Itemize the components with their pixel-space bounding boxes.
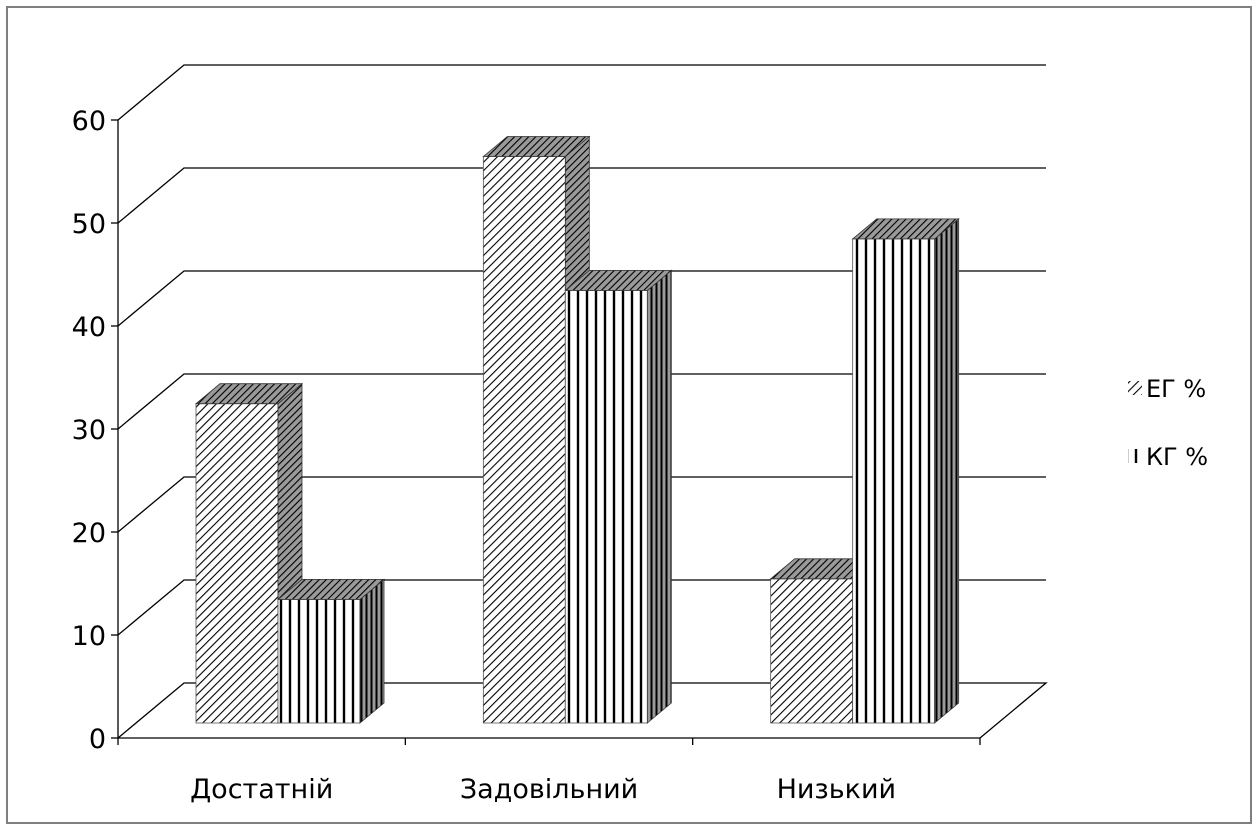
bar-kg-2 bbox=[564, 269, 673, 724]
legend-item-2: КГ % bbox=[1128, 443, 1208, 471]
bar-front-face bbox=[852, 238, 936, 724]
y-tick-label: 40 bbox=[72, 312, 106, 343]
bar-side-face bbox=[934, 218, 960, 724]
legend-label: ЕГ % bbox=[1146, 375, 1206, 403]
bar-top-face bbox=[276, 579, 386, 600]
bar-front-face bbox=[482, 156, 566, 724]
bar-front-face bbox=[564, 289, 648, 724]
gridline bbox=[117, 167, 1046, 224]
y-tick-label: 30 bbox=[72, 415, 106, 446]
bar-side-face bbox=[646, 269, 672, 724]
gridlines bbox=[117, 64, 1046, 636]
y-tick-label: 60 bbox=[72, 106, 106, 137]
bar-kg-1 bbox=[276, 578, 386, 724]
gridline bbox=[117, 64, 1046, 121]
x-category-label: Достатній bbox=[190, 774, 333, 805]
gridline bbox=[117, 476, 1046, 533]
x-category-label: Низький bbox=[777, 774, 897, 805]
x-axis: Достатній Задовільний Низький bbox=[117, 737, 981, 805]
legend-swatch bbox=[1128, 449, 1142, 463]
gridline bbox=[117, 579, 1046, 636]
y-axis: 0 10 20 30 40 50 60 bbox=[72, 106, 119, 755]
y-tick-label: 50 bbox=[72, 209, 106, 240]
bars bbox=[194, 135, 960, 724]
bar-top-face bbox=[194, 383, 304, 405]
bar-top-face bbox=[482, 136, 591, 157]
bar-front-face bbox=[770, 578, 854, 724]
y-tick-label: 10 bbox=[72, 621, 106, 652]
y-tick-label: 20 bbox=[72, 518, 106, 549]
legend: ЕГ % КГ % bbox=[1128, 375, 1208, 471]
legend-swatch bbox=[1128, 381, 1142, 395]
gridline bbox=[117, 270, 1046, 327]
bar-side-face bbox=[359, 578, 385, 724]
bar-front-face bbox=[195, 403, 279, 724]
x-category-label: Задовільний bbox=[460, 774, 638, 805]
bar-kg-3 bbox=[851, 218, 960, 724]
legend-label: КГ % bbox=[1146, 443, 1208, 471]
bar-front-face bbox=[277, 599, 361, 724]
y-tick-label: 0 bbox=[89, 724, 106, 755]
bar-top-face bbox=[564, 269, 673, 291]
gridline bbox=[117, 373, 1046, 430]
legend-item-1: ЕГ % bbox=[1128, 375, 1206, 403]
bar-top-face bbox=[851, 218, 960, 240]
